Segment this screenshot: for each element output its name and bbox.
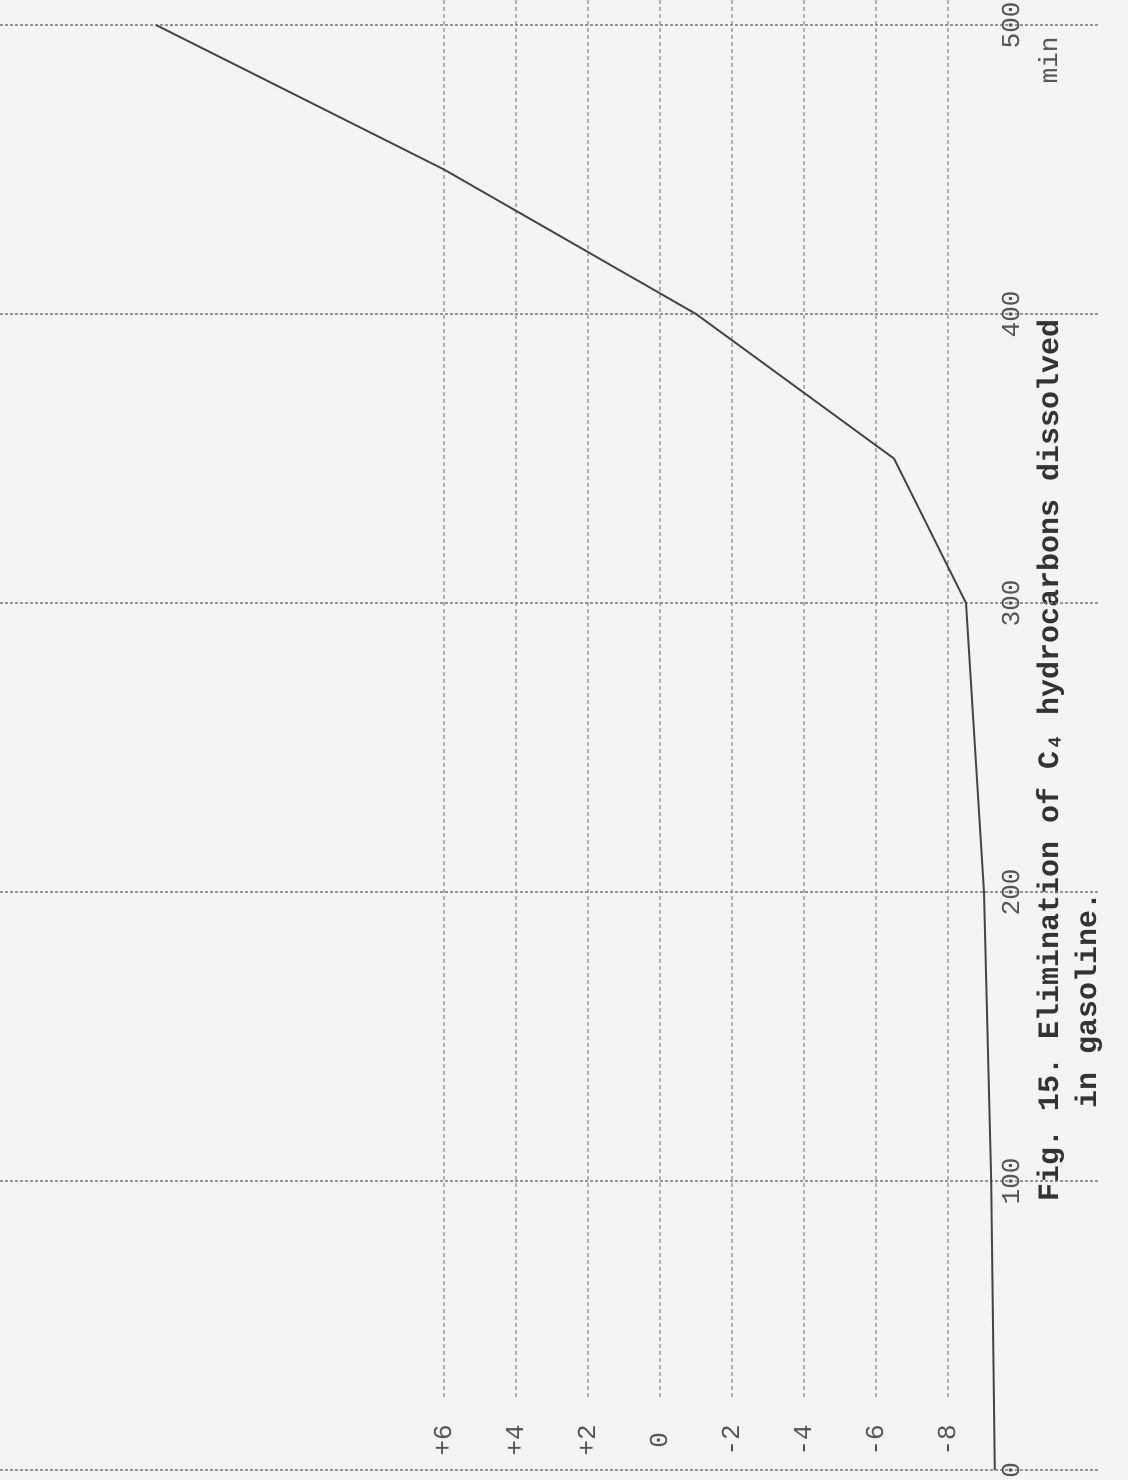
- y-tick-label: +4: [501, 1424, 531, 1455]
- y-tick-label: +2: [573, 1424, 603, 1455]
- chart-title: Fig. 15. Elimination of C₄ hydrocarbons …: [1034, 319, 1068, 1201]
- x-tick-label: 500: [997, 2, 1027, 49]
- chart-title-line: in gasoline.: [1072, 892, 1106, 1108]
- x-tick-label: 100: [997, 1158, 1027, 1205]
- y-tick-label: -8: [933, 1424, 963, 1455]
- y-tick-label: -4: [789, 1424, 819, 1455]
- y-tick-label: +6: [429, 1424, 459, 1455]
- y-tick-label: -6: [861, 1424, 891, 1455]
- x-tick-label: 400: [997, 291, 1027, 338]
- data-line: [155, 24, 996, 1471]
- x-axis-label: min: [1035, 37, 1065, 84]
- y-tick-label: -2: [717, 1424, 747, 1455]
- y-tick-label: 0: [645, 1432, 675, 1448]
- x-tick-label: 200: [997, 869, 1027, 916]
- x-tick-label: 300: [997, 580, 1027, 627]
- x-tick-label: 0: [997, 1462, 1027, 1478]
